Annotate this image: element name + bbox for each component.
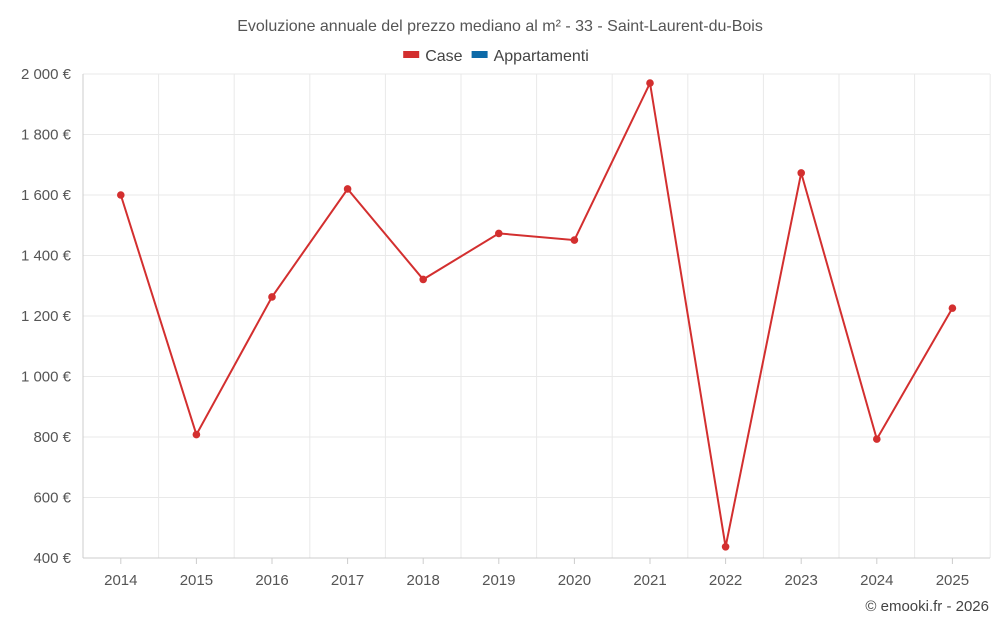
x-tick-label: 2024 (860, 572, 893, 589)
data-point-2023[interactable] (797, 169, 805, 177)
x-tick-label: 2015 (180, 572, 213, 589)
data-point-2024[interactable] (873, 435, 881, 443)
data-point-2017[interactable] (343, 185, 352, 193)
x-tick-label: 2025 (936, 572, 969, 589)
x-tick-label: 2020 (558, 572, 591, 589)
legend-label-appartamenti[interactable]: Appartamenti (494, 48, 589, 65)
x-tick-label: 2022 (709, 572, 742, 589)
y-tick-label: 1 200 € (21, 308, 72, 325)
x-tick-label: 2014 (104, 572, 137, 589)
data-point-2014[interactable] (117, 191, 125, 199)
data-point-2020[interactable] (570, 236, 579, 244)
data-point-2015[interactable] (192, 430, 201, 439)
grid (82, 73, 991, 559)
data-point-2022[interactable] (721, 543, 730, 551)
x-tick-label: 2017 (331, 572, 364, 589)
legend-swatch-case[interactable] (403, 51, 420, 58)
chart-title: Evoluzione annuale del prezzo mediano al… (237, 18, 763, 35)
series-line-case (119, 79, 954, 547)
data-point-2018[interactable] (419, 275, 428, 284)
footer-credit: © emooki.fr - 2026 (865, 598, 989, 615)
y-tick-label: 1 400 € (21, 248, 72, 265)
legend: Case Appartamenti (403, 48, 589, 65)
x-tick-label: 2019 (482, 572, 515, 589)
x-tick-label: 2016 (255, 572, 288, 589)
data-point-2025[interactable] (948, 304, 957, 312)
data-point-2021[interactable] (646, 79, 654, 87)
axes (82, 74, 990, 559)
x-tick-label: 2023 (785, 572, 818, 589)
x-tick-label: 2021 (633, 572, 666, 589)
legend-swatch-appartamenti[interactable] (471, 51, 488, 58)
y-tick-label: 600 € (33, 490, 71, 507)
y-tick-label: 1 000 € (21, 369, 72, 386)
y-tick-label: 800 € (33, 429, 71, 446)
y-axis-ticks: 400 € 600 € 800 € 1 000 € 1 200 € 1 400 € 1 60… (21, 66, 72, 567)
x-axis-ticks: 2014 2015 2016 2017 2018 2019 2020 2021 2022 2023… (104, 558, 969, 589)
data-point-2019[interactable] (495, 229, 503, 238)
data-point-2016[interactable] (268, 293, 276, 301)
legend-label-case[interactable]: Case (425, 48, 462, 65)
x-tick-label: 2018 (407, 572, 440, 589)
series (117, 79, 957, 551)
y-tick-label: 1 800 € (21, 127, 72, 144)
y-tick-label: 400 € (33, 550, 71, 567)
y-tick-label: 1 600 € (21, 187, 72, 204)
y-tick-label: 2 000 € (21, 66, 72, 83)
